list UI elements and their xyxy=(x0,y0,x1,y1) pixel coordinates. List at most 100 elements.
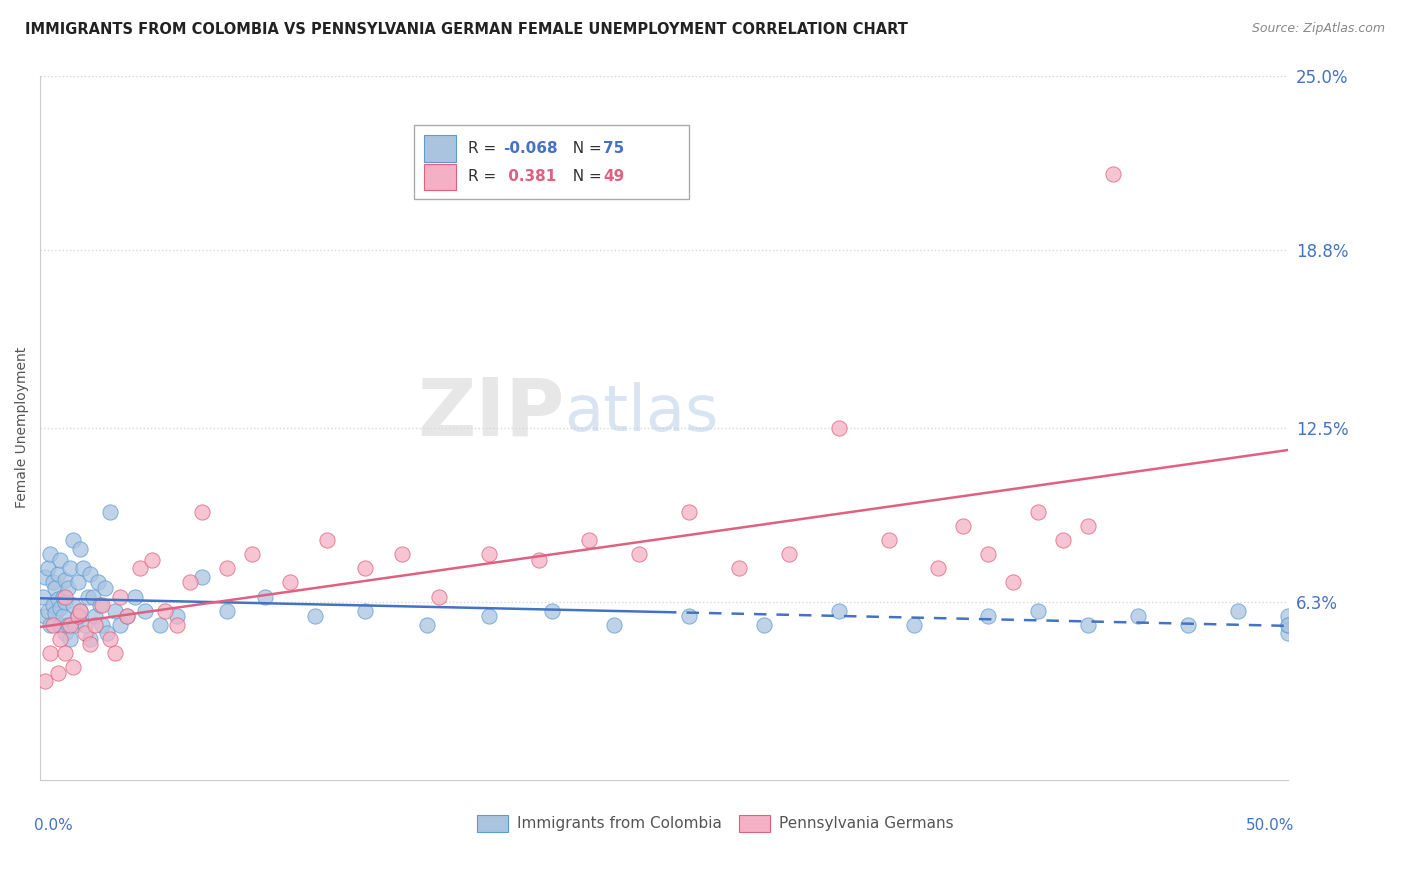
Point xyxy=(73,626,96,640)
Bar xyxy=(425,163,456,190)
Text: N =: N = xyxy=(562,141,606,156)
Point xyxy=(34,609,56,624)
Point xyxy=(391,547,413,561)
Point xyxy=(49,600,72,615)
Point xyxy=(166,617,188,632)
Text: ZIP: ZIP xyxy=(418,375,564,452)
Point xyxy=(117,609,139,624)
Point xyxy=(134,604,156,618)
Point xyxy=(903,617,925,632)
Point xyxy=(63,617,86,632)
Point xyxy=(1277,617,1299,632)
Text: 49: 49 xyxy=(603,169,624,185)
Point xyxy=(104,646,127,660)
Point xyxy=(1026,505,1049,519)
Point xyxy=(66,609,89,624)
Point xyxy=(56,581,79,595)
Point xyxy=(117,609,139,624)
Point xyxy=(166,609,188,624)
Point xyxy=(46,592,69,607)
Point xyxy=(927,561,949,575)
Point xyxy=(727,561,749,575)
Point xyxy=(149,617,172,632)
Text: N =: N = xyxy=(562,169,606,185)
Text: 0.381: 0.381 xyxy=(503,169,557,185)
Point xyxy=(41,617,63,632)
Point xyxy=(44,607,66,621)
Point xyxy=(69,604,91,618)
Text: R =: R = xyxy=(468,141,501,156)
Point xyxy=(98,632,121,646)
Point xyxy=(44,581,66,595)
Point xyxy=(34,674,56,689)
Point xyxy=(1126,609,1149,624)
Point xyxy=(79,637,101,651)
Point xyxy=(52,590,75,604)
Point xyxy=(37,561,59,575)
Point xyxy=(977,547,1000,561)
Point xyxy=(66,575,89,590)
Point xyxy=(353,561,375,575)
Bar xyxy=(738,814,770,832)
Point xyxy=(153,604,176,618)
Point xyxy=(191,570,214,584)
Text: Pennsylvania Germans: Pennsylvania Germans xyxy=(779,816,953,830)
Point xyxy=(49,617,72,632)
Point xyxy=(53,590,76,604)
Text: 75: 75 xyxy=(603,141,624,156)
Point xyxy=(217,604,239,618)
Point xyxy=(253,590,276,604)
Point xyxy=(53,573,76,587)
Point xyxy=(94,581,117,595)
Point xyxy=(91,598,114,612)
Point xyxy=(124,590,146,604)
Point xyxy=(304,609,326,624)
Point xyxy=(752,617,775,632)
Y-axis label: Female Unemployment: Female Unemployment xyxy=(15,347,30,508)
Text: Immigrants from Colombia: Immigrants from Colombia xyxy=(517,816,721,830)
Point xyxy=(578,533,600,548)
Point xyxy=(79,567,101,582)
Point xyxy=(72,561,94,575)
Point xyxy=(49,632,72,646)
Text: 0.0%: 0.0% xyxy=(34,818,73,833)
Point xyxy=(69,604,91,618)
Point xyxy=(478,547,501,561)
Point xyxy=(82,590,104,604)
Point xyxy=(603,617,626,632)
Point xyxy=(53,626,76,640)
Text: atlas: atlas xyxy=(564,383,718,444)
Point xyxy=(1226,604,1249,618)
Point xyxy=(37,604,59,618)
Point xyxy=(1277,626,1299,640)
Point xyxy=(1026,604,1049,618)
Point xyxy=(62,533,84,548)
Bar xyxy=(477,814,508,832)
Point xyxy=(977,609,1000,624)
Point xyxy=(1077,519,1099,533)
Point xyxy=(1102,167,1125,181)
Point xyxy=(628,547,651,561)
Point xyxy=(1077,617,1099,632)
Point xyxy=(76,590,98,604)
Text: Source: ZipAtlas.com: Source: ZipAtlas.com xyxy=(1251,22,1385,36)
Point xyxy=(529,553,551,567)
Point xyxy=(46,665,69,680)
Point xyxy=(84,609,107,624)
Point xyxy=(59,561,82,575)
Point xyxy=(62,660,84,674)
Text: R =: R = xyxy=(468,169,501,185)
Point xyxy=(217,561,239,575)
Point xyxy=(540,604,562,618)
Point xyxy=(1177,617,1199,632)
Point xyxy=(191,505,214,519)
Point xyxy=(353,604,375,618)
Point xyxy=(96,626,118,640)
Point xyxy=(66,609,89,624)
Point xyxy=(41,598,63,612)
Point xyxy=(129,561,152,575)
Text: IMMIGRANTS FROM COLOMBIA VS PENNSYLVANIA GERMAN FEMALE UNEMPLOYMENT CORRELATION : IMMIGRANTS FROM COLOMBIA VS PENNSYLVANIA… xyxy=(25,22,908,37)
Point xyxy=(39,646,62,660)
Point xyxy=(108,617,131,632)
Point xyxy=(108,590,131,604)
